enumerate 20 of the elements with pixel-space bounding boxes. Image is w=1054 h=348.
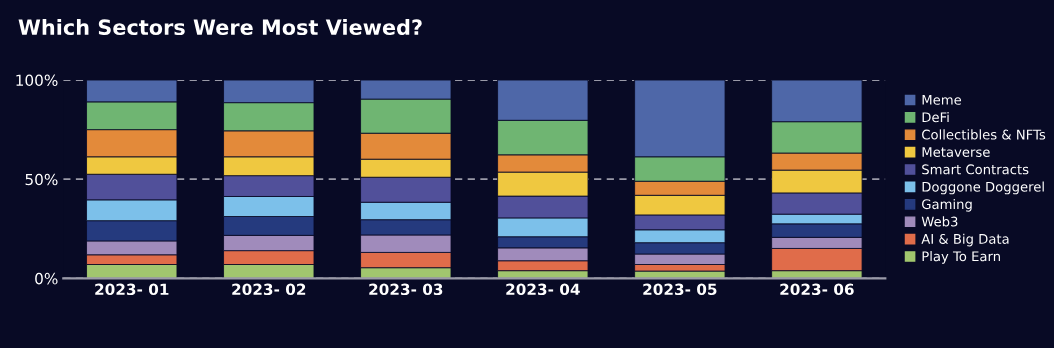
legend-label: Gaming [922, 198, 972, 212]
legend-label: Play To Earn [922, 251, 1000, 264]
x-tick-label: 2023- 06 [780, 283, 854, 296]
x-tick-label: 2023- 03 [369, 283, 443, 296]
x-tick-label: 2023- 05 [643, 283, 717, 296]
legend-label: AI & Big Data [921, 233, 1009, 247]
x-tick-label: 2023- 04 [506, 283, 580, 296]
chart-title: Which Sectors Were Most Viewed? [18, 18, 422, 36]
y-tick-label: 100% [16, 74, 58, 87]
legend-label: Meme [922, 95, 962, 105]
legend-label: Metaverse [922, 147, 990, 157]
legend-label: Smart Contracts [922, 164, 1029, 175]
y-tick-label: 50% [25, 173, 58, 186]
x-tick-label: 2023- 02 [232, 283, 306, 296]
legend-label: DeFi [922, 111, 949, 123]
legend-label: Web3 [921, 216, 958, 227]
x-tick-label: 2023- 01 [95, 283, 169, 296]
legend-label: Doggone Doggerel [922, 181, 1044, 195]
y-tick-label: 0% [35, 272, 58, 285]
legend-label: Collectibles & NFTs [922, 129, 1046, 140]
